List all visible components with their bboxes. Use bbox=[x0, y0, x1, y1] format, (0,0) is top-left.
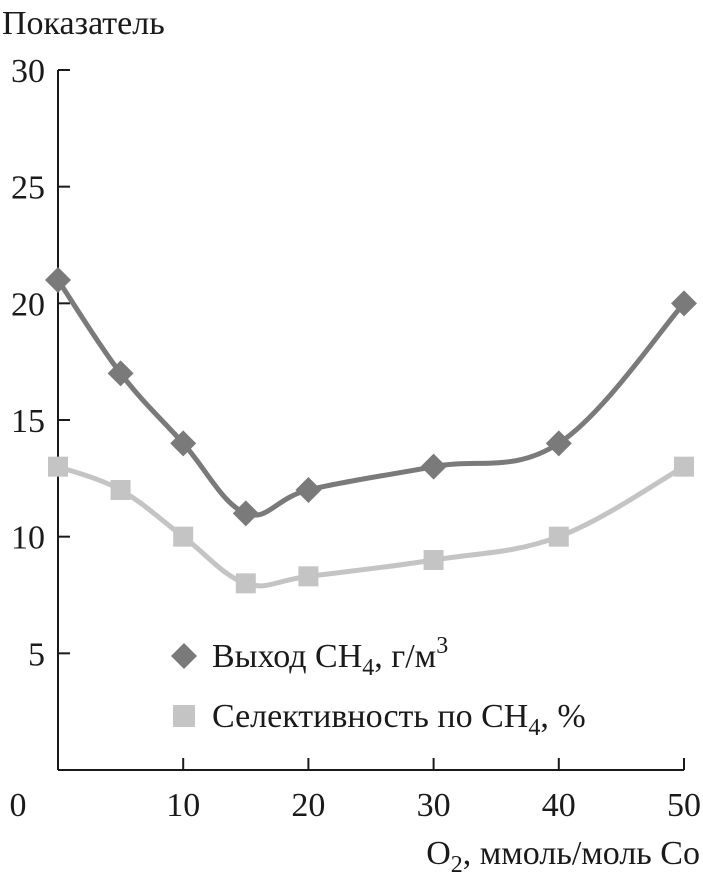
x-tick-label: 10 bbox=[166, 787, 200, 824]
data-point bbox=[671, 290, 697, 317]
data-point bbox=[298, 566, 319, 587]
data-point bbox=[45, 267, 71, 293]
y-axis-title: Показатель bbox=[2, 5, 165, 42]
data-point bbox=[173, 526, 194, 547]
data-point bbox=[545, 430, 572, 457]
y-tick-label: 5 bbox=[28, 636, 45, 673]
legend-item: Селективность по CH4, % bbox=[173, 698, 586, 741]
y-tick-label: 15 bbox=[11, 403, 45, 440]
legend-marker bbox=[171, 643, 197, 669]
legend-marker bbox=[173, 705, 195, 727]
y-tick-label: 30 bbox=[11, 53, 45, 90]
chart-legend: Выход CH4, г/м3 Селективность по CH4, % bbox=[171, 633, 586, 741]
data-point bbox=[235, 573, 256, 594]
data-point bbox=[548, 526, 569, 547]
data-point bbox=[48, 456, 68, 477]
series-square bbox=[48, 456, 694, 594]
chart-series bbox=[45, 267, 697, 594]
series-diamond bbox=[45, 267, 697, 527]
data-point bbox=[170, 430, 197, 457]
data-point bbox=[110, 480, 131, 500]
y-tick-label: 20 bbox=[11, 286, 45, 323]
x-tick-label: 20 bbox=[291, 787, 325, 824]
data-point bbox=[107, 360, 134, 387]
legend-label: Выход CH4, г/м3 bbox=[212, 633, 448, 681]
series-line bbox=[57, 464, 686, 589]
x-tick-label: 40 bbox=[542, 787, 576, 824]
x-axis-title: O2, ммоль/моль Co bbox=[426, 835, 700, 878]
x-tick-label: 50 bbox=[667, 787, 701, 824]
x-tick-label: 30 bbox=[417, 787, 451, 824]
data-point bbox=[295, 477, 322, 503]
chart-ticks: 5 10 15 20 25 30 0 10 20 30 40 50 bbox=[10, 53, 702, 824]
data-point bbox=[674, 456, 694, 477]
data-point bbox=[420, 453, 447, 480]
data-point bbox=[232, 500, 259, 527]
y-tick-label: 10 bbox=[11, 520, 45, 557]
series-line bbox=[55, 278, 686, 518]
data-point bbox=[423, 550, 444, 570]
x-tick-label: 0 bbox=[10, 787, 27, 824]
legend-item: Выход CH4, г/м3 bbox=[171, 633, 448, 681]
legend-label: Селективность по CH4, % bbox=[212, 698, 586, 741]
y-tick-label: 25 bbox=[11, 170, 45, 207]
